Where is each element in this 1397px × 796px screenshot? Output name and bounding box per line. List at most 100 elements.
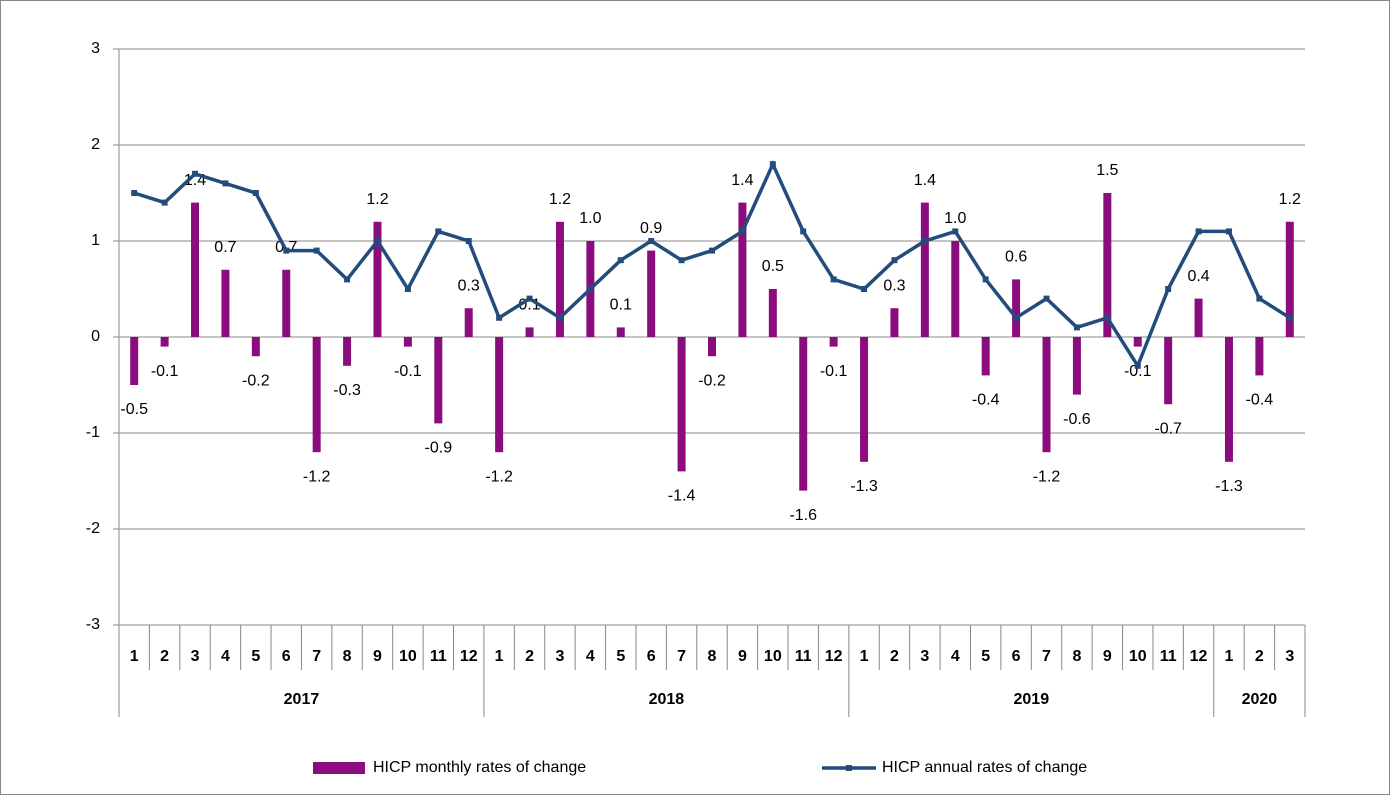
legend-label: HICP annual rates of change <box>882 759 1087 776</box>
line-marker <box>404 286 411 292</box>
bar <box>708 337 716 357</box>
line-marker <box>192 170 199 177</box>
data-label: 1.2 <box>549 191 571 208</box>
line-marker <box>1134 362 1141 369</box>
line-marker <box>313 247 320 254</box>
line-marker <box>435 228 442 235</box>
line-marker <box>252 190 259 196</box>
data-label: -1.3 <box>1215 478 1243 495</box>
bar <box>221 269 230 337</box>
x-group-label: 2017 <box>284 691 320 708</box>
bar <box>343 337 352 366</box>
y-tick-label: -1 <box>86 424 100 441</box>
x-tick-label: 11 <box>430 648 447 665</box>
x-tick-label: 2 <box>1255 648 1264 665</box>
data-label: 0.3 <box>458 277 480 294</box>
bar <box>890 308 899 337</box>
x-tick-label: 5 <box>616 648 625 665</box>
line-marker <box>374 238 381 244</box>
data-label: -0.2 <box>242 372 270 389</box>
data-label: -0.2 <box>698 372 726 389</box>
line-marker <box>1013 314 1020 321</box>
data-label: 1.4 <box>914 172 936 189</box>
bar <box>312 337 321 453</box>
bar <box>555 221 564 337</box>
line-marker <box>891 257 898 264</box>
line-marker <box>465 238 472 244</box>
line-marker <box>131 190 138 196</box>
data-label: -0.4 <box>972 392 1000 409</box>
bar <box>282 269 291 337</box>
bar <box>616 327 625 337</box>
line-marker <box>678 257 685 264</box>
line-marker <box>861 286 868 292</box>
x-tick-label: 1 <box>495 648 504 665</box>
data-label: -0.3 <box>333 382 361 399</box>
x-tick-label: 9 <box>373 648 382 665</box>
bar <box>1133 337 1142 347</box>
data-label: -0.1 <box>151 363 179 380</box>
x-tick-label: 12 <box>1190 648 1208 665</box>
bar <box>403 337 412 347</box>
line-marker <box>1073 324 1080 331</box>
data-label: -0.1 <box>820 363 848 380</box>
x-tick-label: 8 <box>343 648 352 665</box>
bar <box>525 327 534 337</box>
bar <box>860 337 869 462</box>
line-marker <box>739 228 746 235</box>
x-tick-label: 2 <box>160 648 169 665</box>
line-marker <box>587 286 594 292</box>
data-label: -0.4 <box>1246 392 1274 409</box>
data-label: 0.5 <box>762 258 784 275</box>
x-tick-label: 1 <box>860 648 869 665</box>
line-marker <box>982 276 989 283</box>
x-tick-label: 7 <box>312 648 321 665</box>
y-tick-label: 0 <box>91 328 100 345</box>
x-tick-label: 1 <box>1225 648 1234 665</box>
data-label: -0.6 <box>1063 411 1091 428</box>
x-tick-label: 4 <box>586 648 595 665</box>
data-label: -1.2 <box>303 468 331 485</box>
bar <box>799 337 808 491</box>
bar <box>464 308 473 337</box>
x-tick-label: 8 <box>1072 648 1081 665</box>
bar <box>251 337 260 357</box>
bar <box>434 337 443 424</box>
data-label: 1.5 <box>1096 162 1118 179</box>
bar <box>1164 337 1173 405</box>
x-tick-label: 11 <box>1160 648 1177 665</box>
bar <box>1255 337 1264 376</box>
bar <box>495 337 504 453</box>
x-tick-label: 3 <box>555 648 564 665</box>
y-tick-label: 3 <box>91 40 100 57</box>
data-label: 0.6 <box>1005 249 1027 266</box>
line-marker <box>1165 286 1172 292</box>
data-label: 1.0 <box>579 210 601 227</box>
bar <box>160 337 169 347</box>
bar <box>191 202 200 337</box>
line-marker <box>283 247 290 254</box>
data-label: 0.1 <box>610 297 632 314</box>
x-tick-label: 3 <box>920 648 929 665</box>
line-marker <box>921 238 928 244</box>
x-tick-label: 9 <box>738 648 747 665</box>
x-group-label: 2020 <box>1242 691 1278 708</box>
x-tick-label: 4 <box>221 648 230 665</box>
data-label: 0.7 <box>214 239 236 256</box>
line-marker <box>769 161 776 168</box>
line-marker <box>1043 295 1050 302</box>
line-marker <box>1286 314 1293 321</box>
bar <box>1012 279 1021 337</box>
data-label: 1.0 <box>944 210 966 227</box>
data-label: 0.9 <box>640 220 662 237</box>
bar <box>647 250 656 337</box>
data-label: -1.3 <box>850 478 878 495</box>
line-marker <box>556 314 563 321</box>
line-marker <box>222 180 229 187</box>
x-tick-label: 10 <box>1129 648 1147 665</box>
bar <box>130 337 139 385</box>
bar <box>1103 193 1112 337</box>
x-group-label: 2019 <box>1014 691 1050 708</box>
